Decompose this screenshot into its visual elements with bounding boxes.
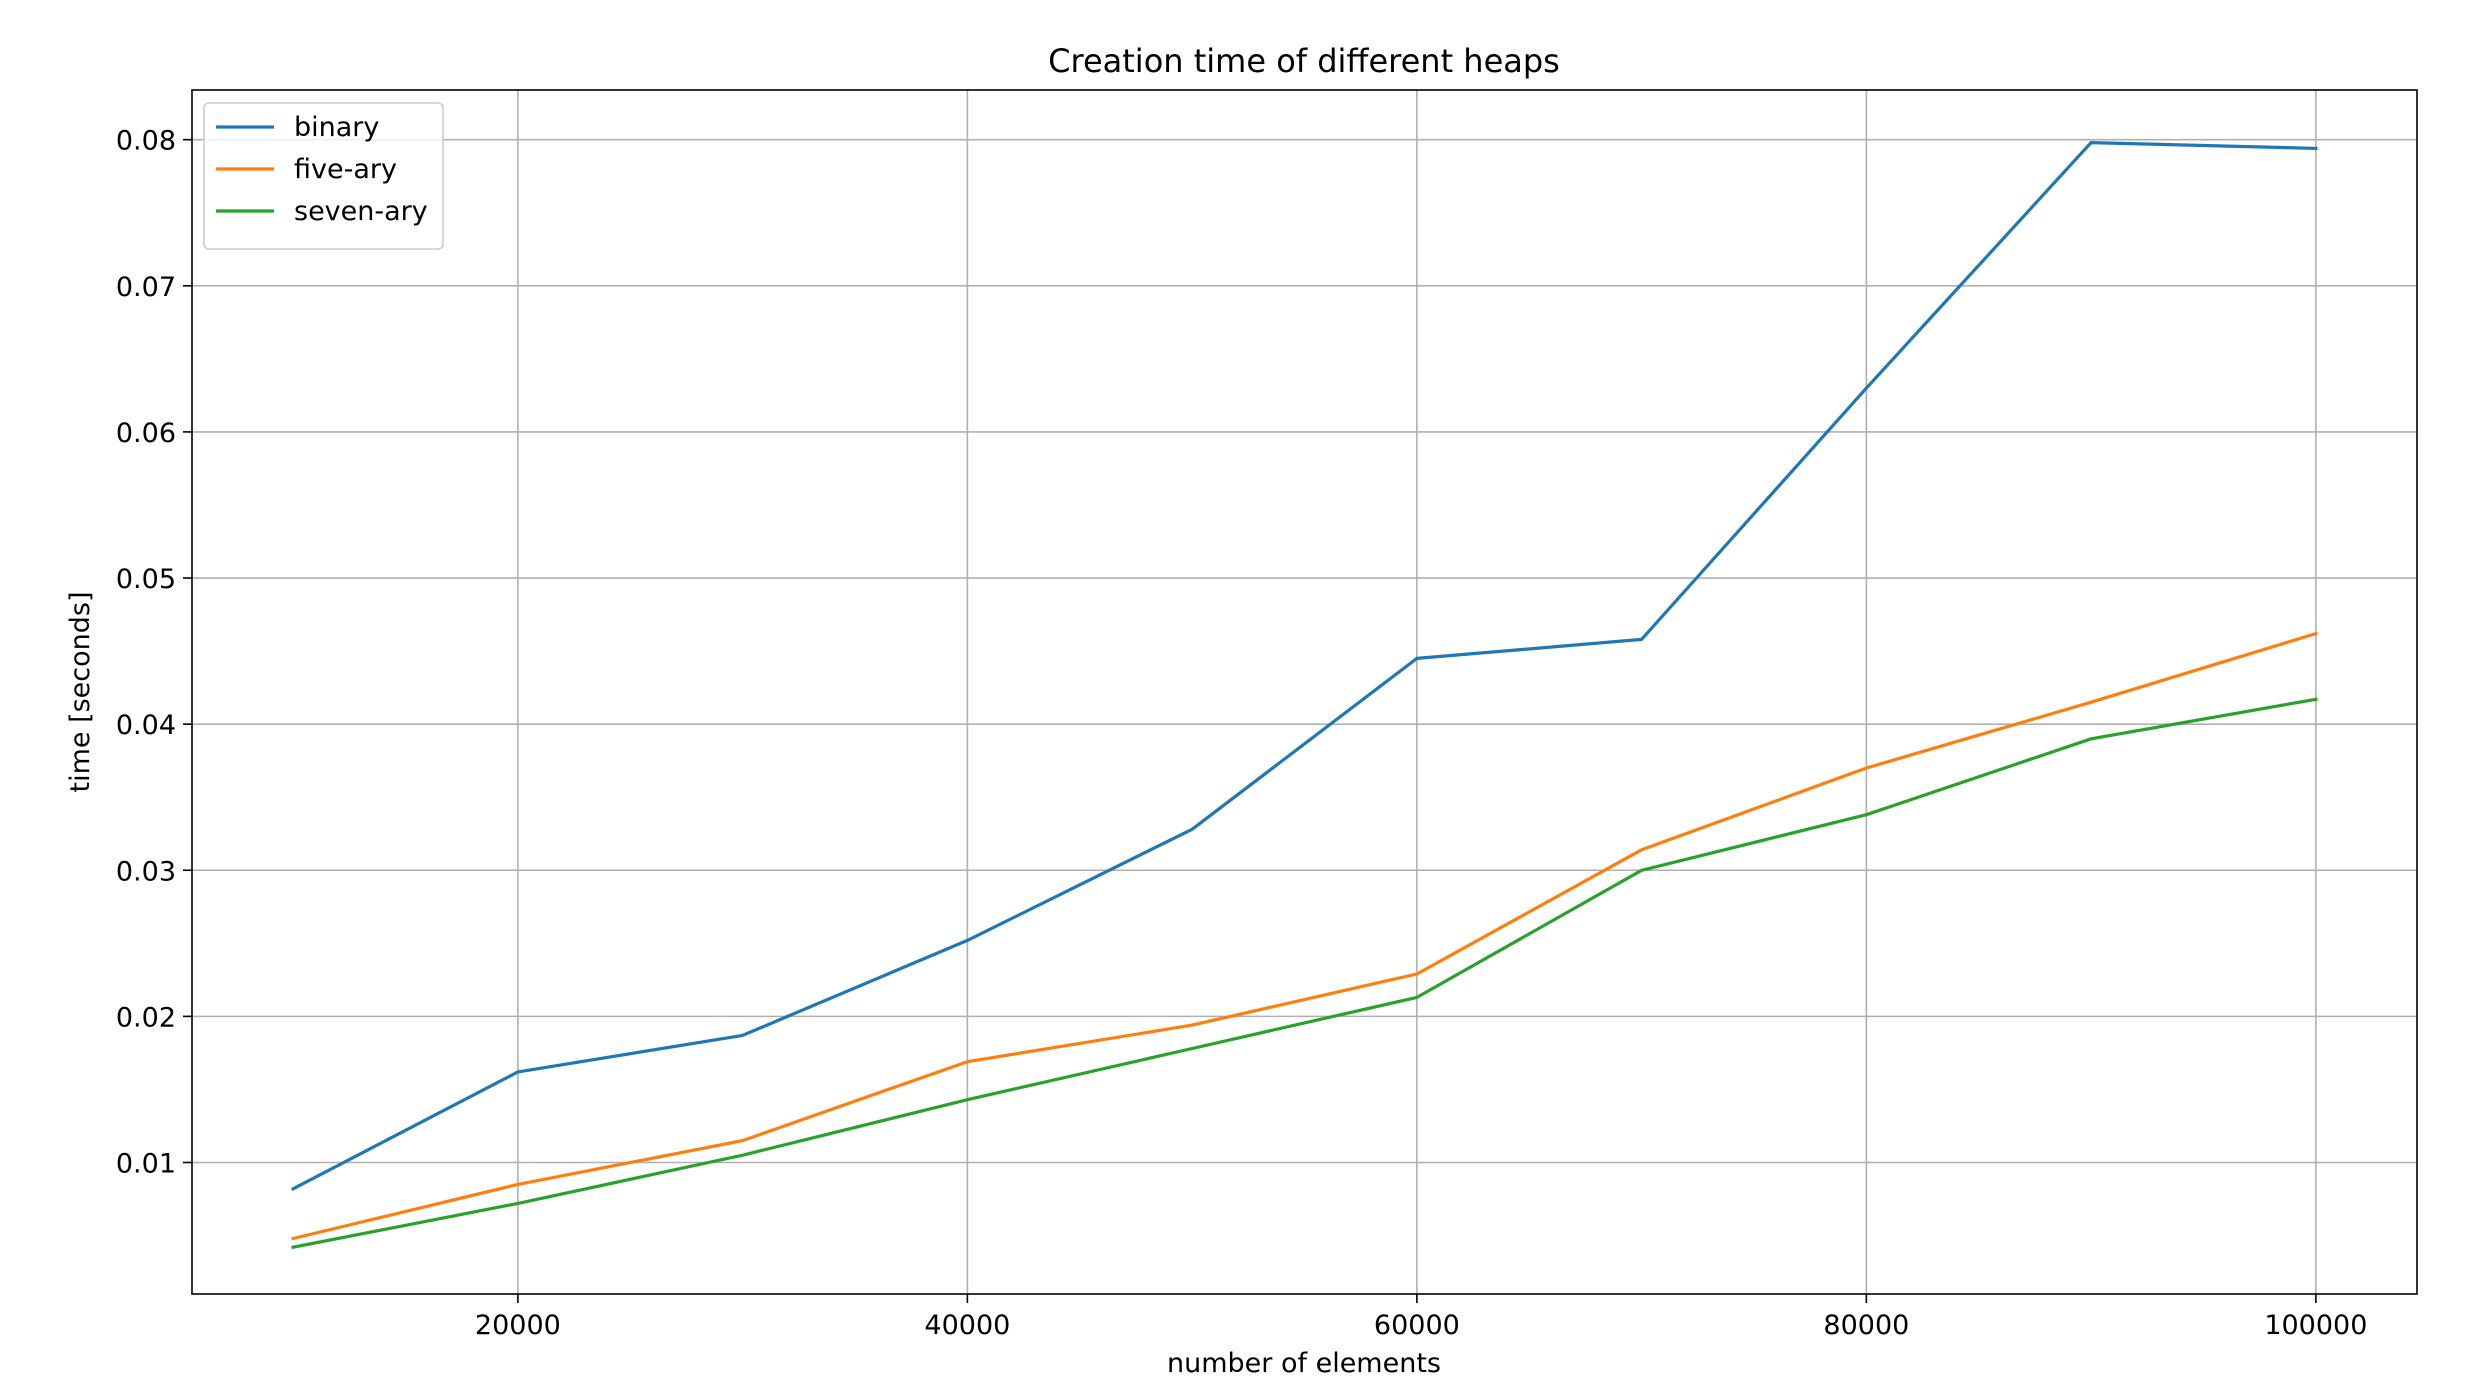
series-line-binary bbox=[290, 141, 2318, 1191]
x-tick-label: 100000 bbox=[2264, 1310, 2367, 1341]
chart-title: Creation time of different heaps bbox=[1048, 42, 1560, 80]
series-lines bbox=[290, 141, 2318, 1250]
x-tick-label: 40000 bbox=[924, 1310, 1010, 1341]
y-tick-label: 0.03 bbox=[116, 856, 176, 887]
y-tick-label: 0.08 bbox=[116, 126, 176, 157]
y-tick-label: 0.04 bbox=[116, 710, 176, 741]
legend: binary five-ary seven-ary bbox=[203, 102, 444, 250]
x-tick-label: 20000 bbox=[475, 1310, 561, 1341]
y-tick-label: 0.01 bbox=[116, 1148, 176, 1179]
x-tick-label: 60000 bbox=[1374, 1310, 1460, 1341]
x-tick-label: 80000 bbox=[1823, 1310, 1909, 1341]
x-axis-label: number of elements bbox=[1167, 1348, 1441, 1379]
series-line-seven-ary bbox=[291, 697, 2318, 1250]
grid bbox=[192, 90, 2417, 1294]
y-tick-label: 0.06 bbox=[116, 418, 176, 449]
y-tick-label: 0.07 bbox=[116, 272, 176, 303]
y-tick-label: 0.02 bbox=[116, 1002, 176, 1033]
legend-label-seven-ary: seven-ary bbox=[294, 196, 428, 227]
y-axis-ticks: 0.01 0.02 0.03 0.04 0.05 0.06 0.07 0.08 bbox=[116, 126, 192, 1179]
plot-frame bbox=[191, 89, 2418, 1295]
series-line-five-ary bbox=[291, 631, 2318, 1241]
legend-label-five-ary: five-ary bbox=[294, 154, 397, 185]
x-axis-ticks: 20000 40000 60000 80000 100000 bbox=[475, 1294, 2367, 1341]
y-tick-label: 0.05 bbox=[116, 564, 176, 595]
y-axis-label: time [seconds] bbox=[65, 591, 96, 792]
legend-label-binary: binary bbox=[294, 112, 379, 143]
